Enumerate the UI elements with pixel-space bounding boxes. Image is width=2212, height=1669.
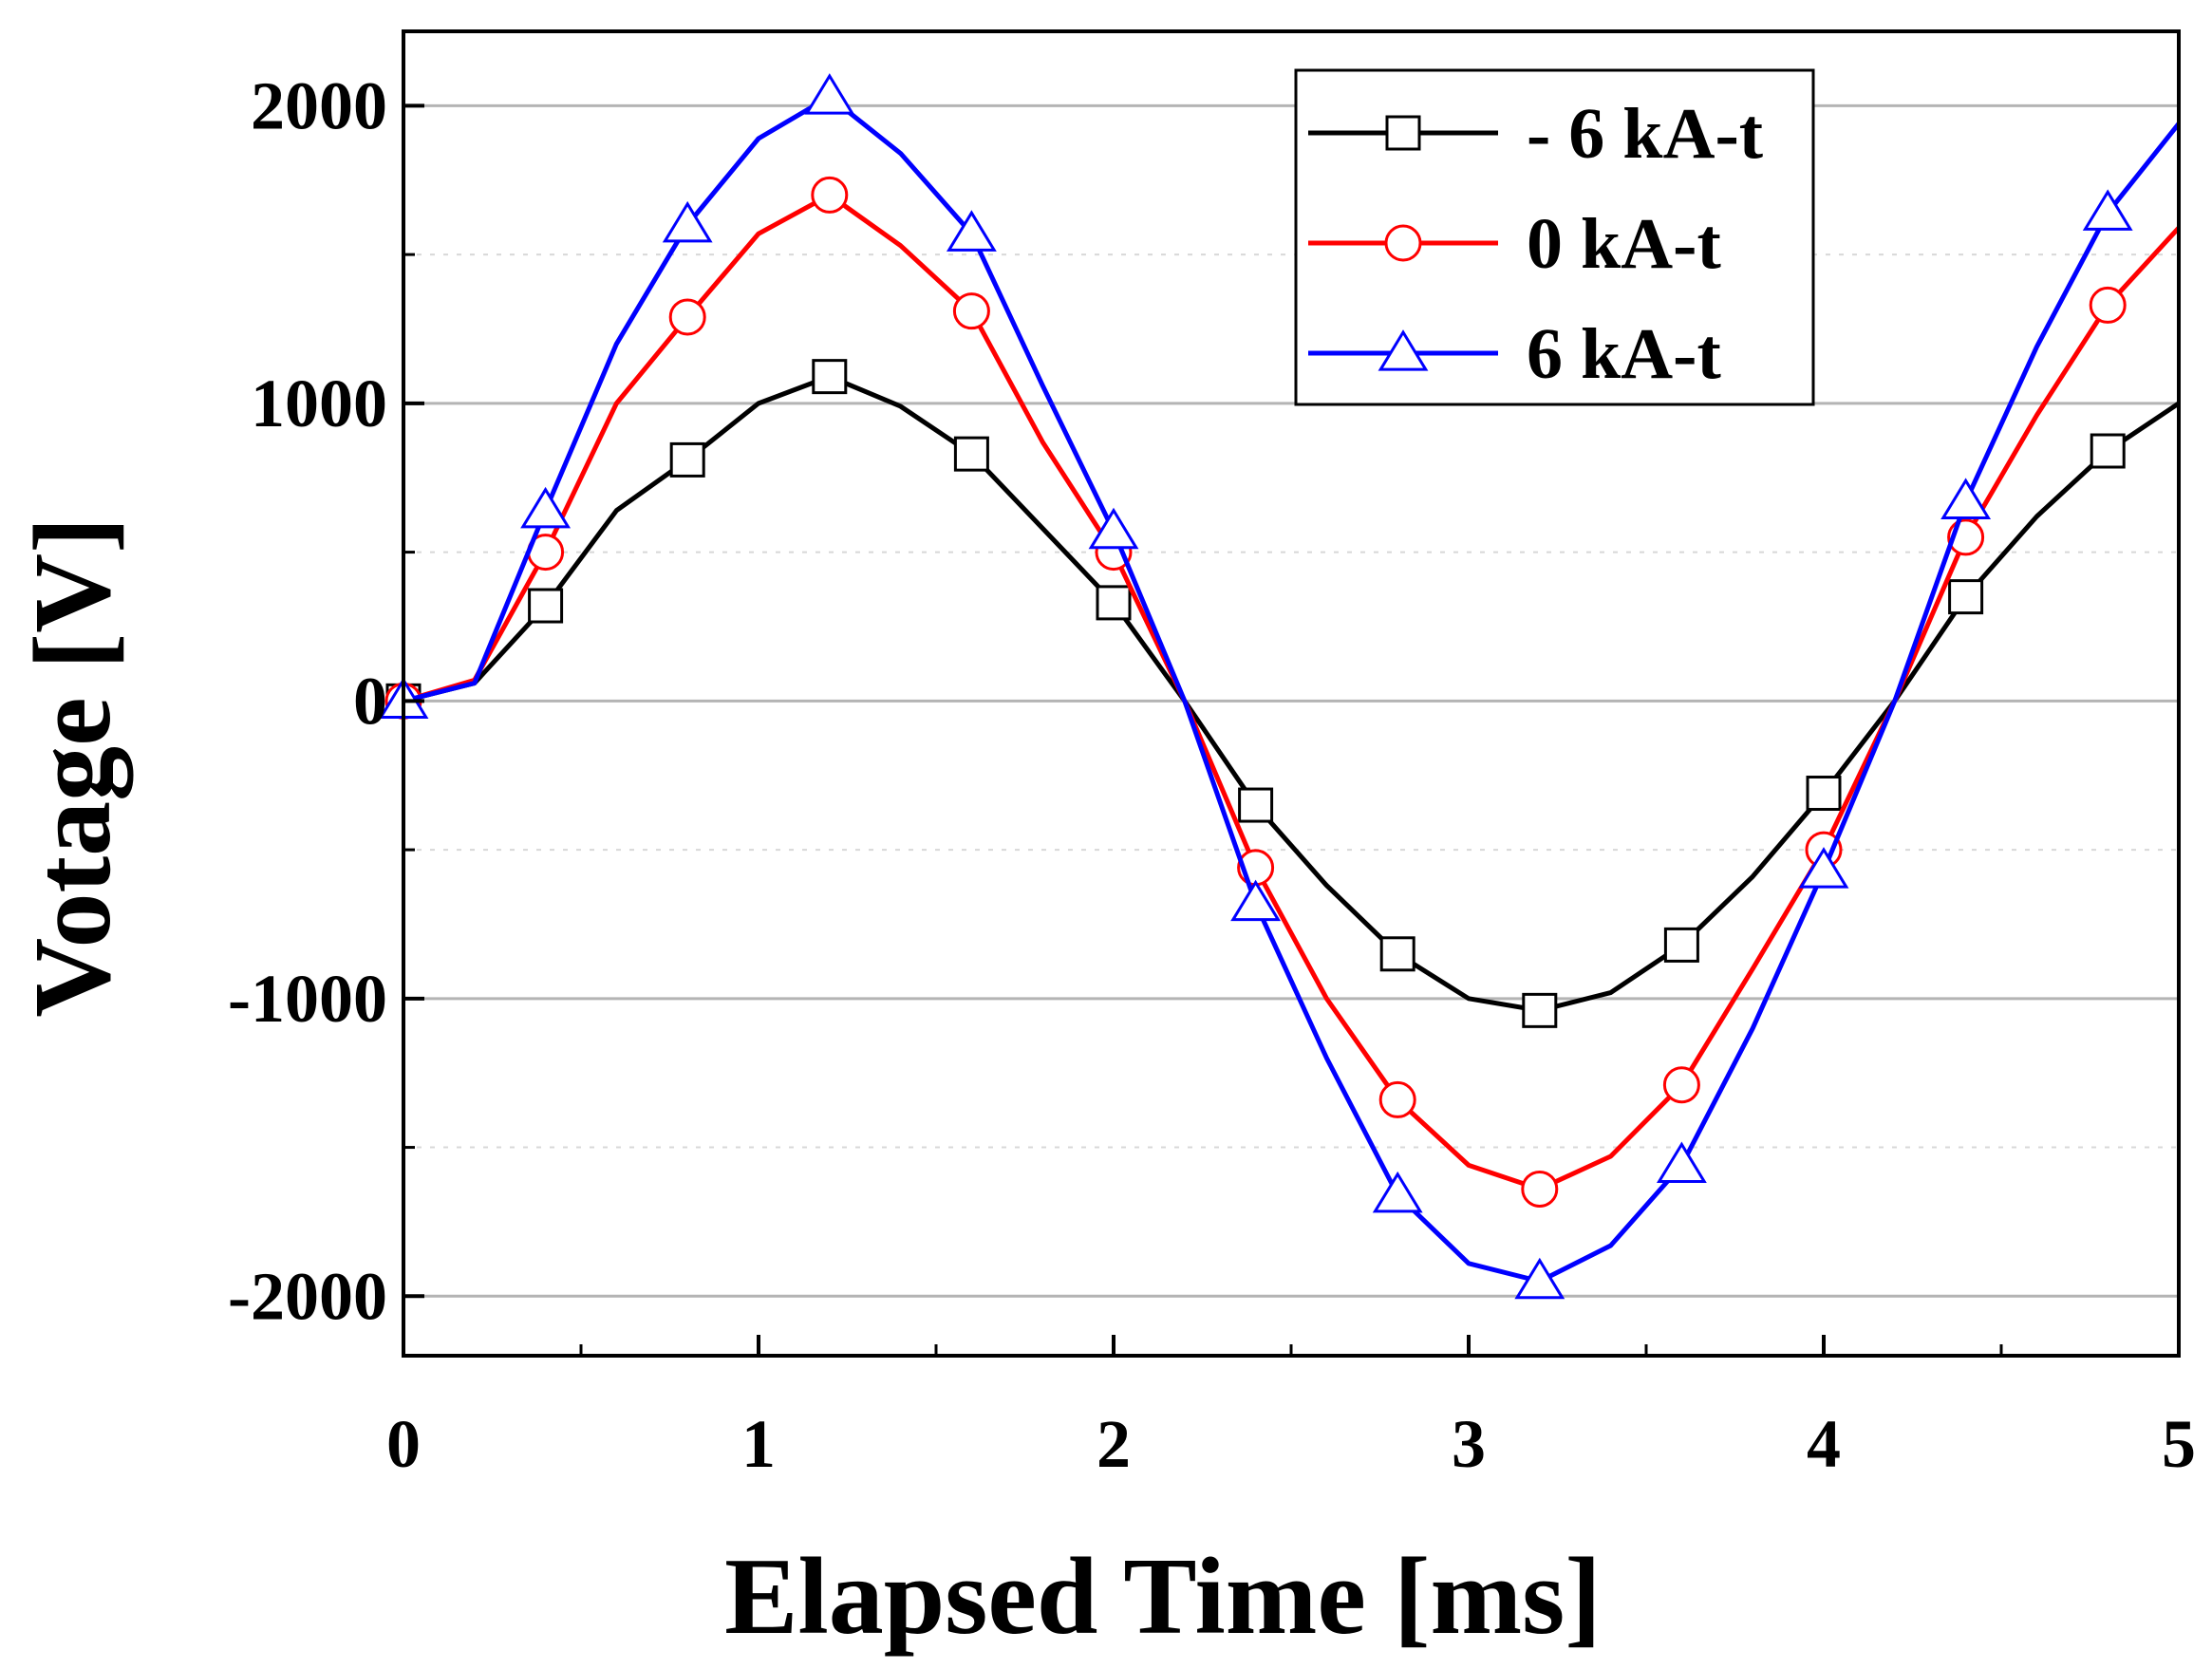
legend: - 6 kA-t 0 kA-t 6 kA-t bbox=[1294, 68, 1815, 406]
series-point bbox=[1088, 507, 1139, 550]
legend-box bbox=[1294, 68, 1815, 406]
series-point bbox=[1662, 1066, 1700, 1104]
legend-label: - 6 kA-t bbox=[1527, 94, 1763, 174]
series-point bbox=[811, 176, 849, 214]
x-tick-label: 3 bbox=[1452, 1406, 1486, 1482]
legend-label: 6 kA-t bbox=[1527, 314, 1721, 394]
legend-marker bbox=[1384, 224, 1422, 262]
series-line bbox=[403, 94, 2179, 1285]
legend-label: 0 kA-t bbox=[1527, 204, 1721, 284]
series-layer bbox=[378, 73, 2179, 1300]
series-point bbox=[662, 200, 713, 243]
series-point bbox=[1948, 579, 1984, 615]
y-axis-title: Votage [V] bbox=[12, 516, 134, 1017]
x-tick-label: 0 bbox=[386, 1406, 421, 1482]
series-point bbox=[952, 292, 990, 330]
grid-layer bbox=[403, 103, 2179, 1298]
x-tick-label: 4 bbox=[1807, 1406, 1841, 1482]
series-point bbox=[1379, 936, 1415, 972]
series-point bbox=[1656, 1141, 1707, 1184]
series-point bbox=[812, 359, 848, 395]
y-tick-label: -2000 bbox=[228, 1258, 387, 1334]
series-point bbox=[946, 210, 997, 252]
series-point bbox=[1522, 992, 1558, 1028]
x-tick-label: 1 bbox=[741, 1406, 776, 1482]
legend-marker bbox=[1385, 115, 1421, 151]
series-point bbox=[669, 441, 705, 478]
series-point bbox=[1378, 1080, 1416, 1118]
series-point bbox=[1521, 1170, 1559, 1208]
legend-marker bbox=[1378, 329, 1429, 371]
series-point bbox=[1372, 1171, 1423, 1213]
axis-layer: 0 1 2 3 4 5 2000 1000 0 -1000 -2000 bbox=[228, 29, 2196, 1482]
series-point bbox=[1230, 879, 1282, 922]
y-tick-label: 1000 bbox=[251, 366, 387, 441]
series-point bbox=[2082, 189, 2133, 231]
x-axis-title: Elapsed Time [ms] bbox=[724, 1536, 1602, 1658]
series-point bbox=[1806, 776, 1842, 812]
series-3 bbox=[378, 73, 2179, 1300]
series-point bbox=[1663, 927, 1699, 963]
series-point bbox=[1940, 478, 1992, 519]
series-point bbox=[804, 73, 855, 115]
series-point bbox=[668, 298, 706, 336]
y-tick-label: 0 bbox=[353, 663, 387, 739]
series-point bbox=[2090, 433, 2126, 469]
series-point bbox=[1096, 585, 1132, 621]
series-point bbox=[1798, 847, 1849, 889]
x-tick-label: 2 bbox=[1097, 1406, 1131, 1482]
series-point bbox=[1238, 787, 1274, 823]
series-point bbox=[528, 588, 564, 624]
series-point bbox=[1514, 1257, 1565, 1300]
y-tick-label: -1000 bbox=[228, 961, 387, 1037]
y-tick-label: 2000 bbox=[251, 67, 387, 143]
series-point bbox=[520, 486, 572, 529]
x-tick-label: 5 bbox=[2162, 1406, 2196, 1482]
series-point bbox=[953, 436, 989, 472]
series-point bbox=[2089, 286, 2127, 324]
